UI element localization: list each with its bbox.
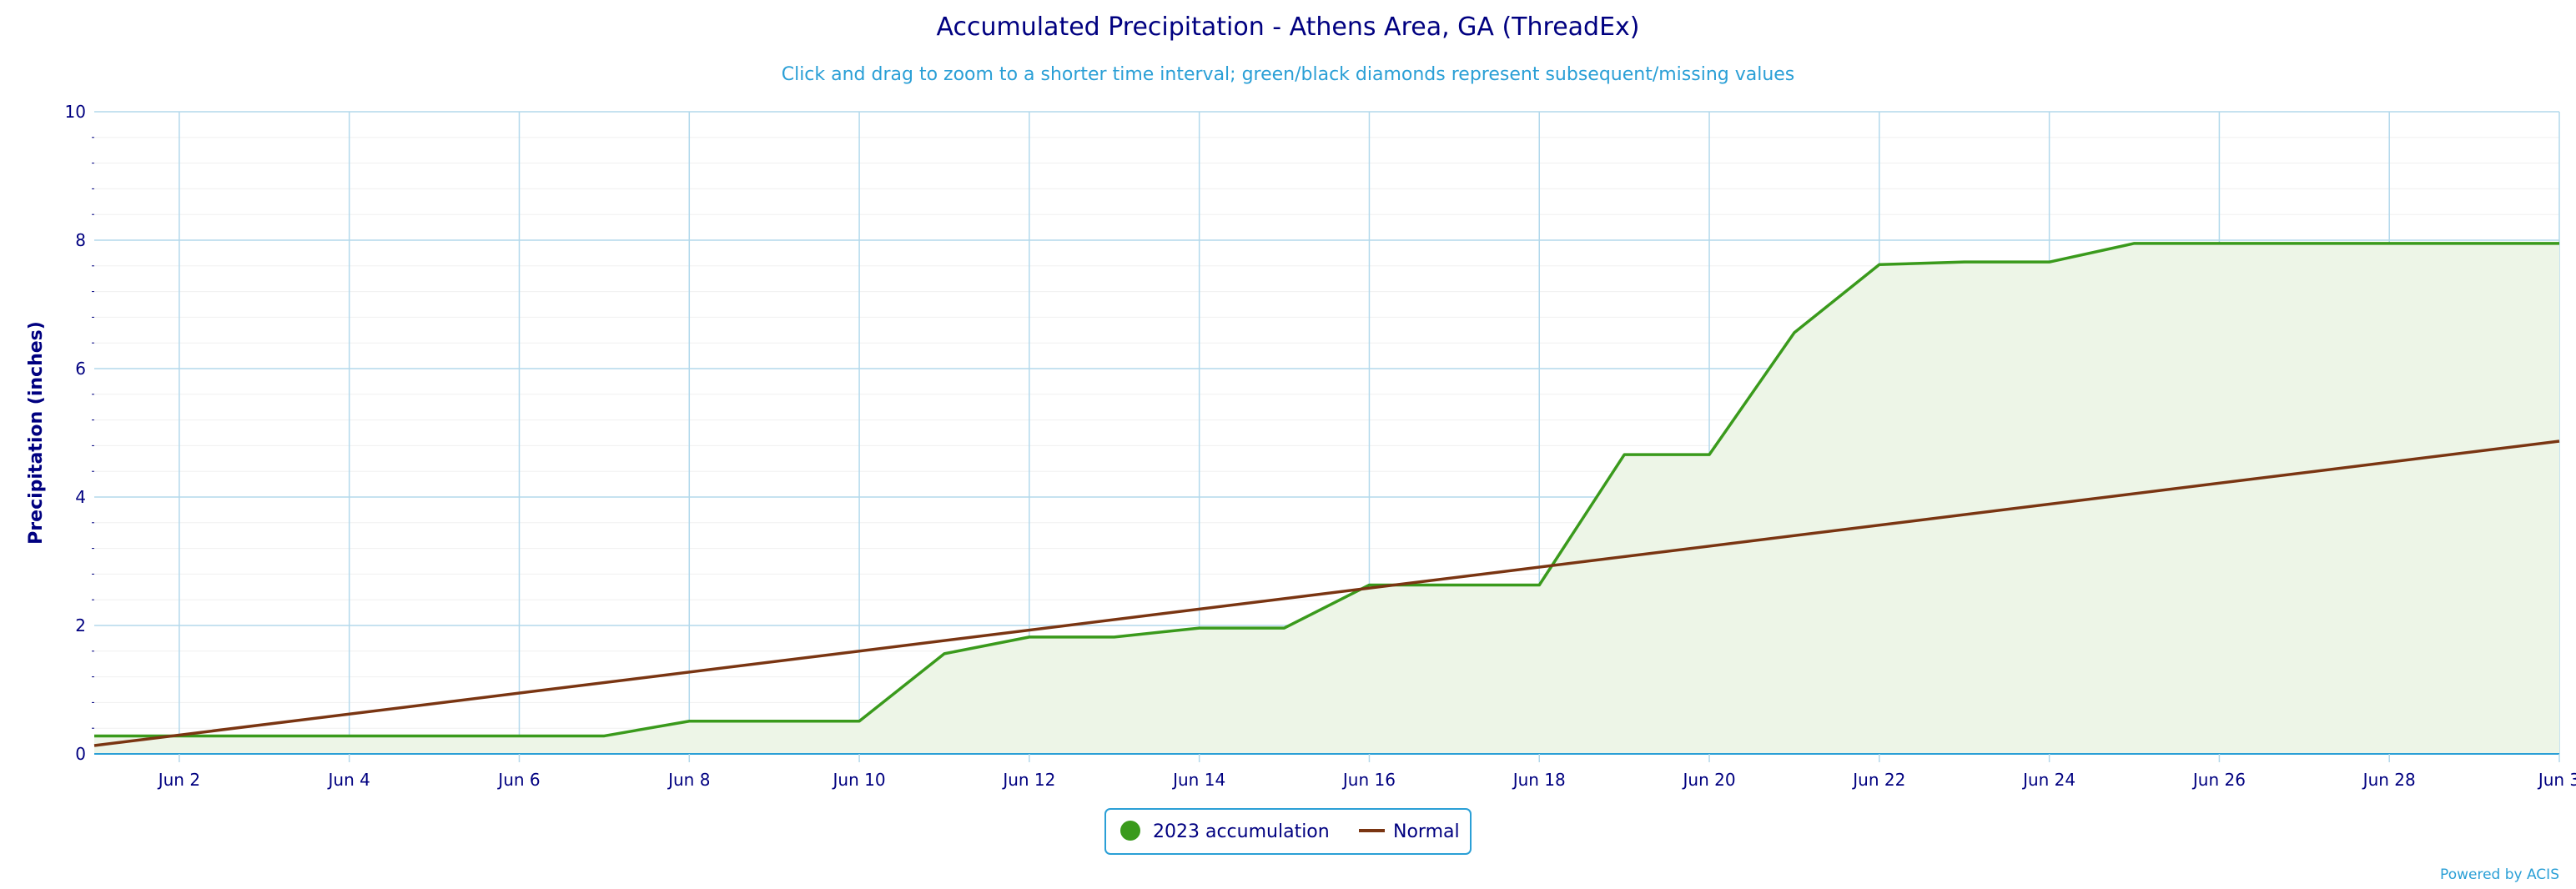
x-tick-label: Jun 28	[2362, 770, 2416, 790]
legend-item-accumulation[interactable]: 2023 accumulation	[1120, 821, 1330, 842]
x-tick-label: Jun 14	[1171, 770, 1225, 790]
x-tick-label: Jun 6	[496, 770, 540, 790]
y-tick-label: 8	[75, 230, 86, 250]
y-axis: 0 2 4 6 8 10	[65, 102, 86, 764]
y-axis-label: Precipitation (inches)	[26, 321, 47, 545]
legend-label-accumulation: 2023 accumulation	[1153, 821, 1330, 842]
legend-label-normal: Normal	[1393, 821, 1460, 842]
y-tick-label: 4	[75, 487, 86, 507]
x-tick-label: Jun 22	[1851, 770, 1905, 790]
series-layer	[93, 242, 2560, 755]
accumulation-marker-icon	[1120, 821, 1140, 841]
chart-title: Accumulated Precipitation - Athens Area,…	[936, 13, 1639, 42]
plot-area[interactable]	[92, 111, 2560, 755]
x-tick-label: Jun 3	[2537, 770, 2576, 790]
x-tick-label: Jun 10	[832, 770, 886, 790]
powered-by-credit[interactable]: Powered by ACIS	[2440, 866, 2559, 883]
x-tick-label: Jun 2	[157, 770, 200, 790]
legend-box	[1104, 808, 1472, 855]
x-tick-label: Jun 20	[1682, 770, 1736, 790]
chart-subtitle: Click and drag to zoom to a shorter time…	[782, 64, 1795, 85]
accumulation-area	[94, 243, 2559, 755]
y-tick-label: 6	[75, 359, 86, 379]
x-tick-label: Jun 26	[2191, 770, 2246, 790]
y-tick-label: 10	[65, 102, 86, 122]
x-tick-label: Jun 18	[1512, 770, 1566, 790]
legend[interactable]: 2023 accumulation Normal	[1104, 808, 1472, 855]
x-tick-label: Jun 8	[667, 770, 710, 790]
x-tick-label: Jun 16	[1341, 770, 1396, 790]
x-tick-label: Jun 12	[1001, 770, 1055, 790]
y-tick-label: 0	[75, 744, 86, 764]
normal-series-line	[93, 439, 2560, 747]
x-axis: Jun 2 Jun 4 Jun 6 Jun 8 Jun 10 Jun 12 Jun 14 Ju…	[157, 754, 2576, 790]
accumulation-series-line	[94, 242, 2559, 738]
x-tick-label: Jun 4	[327, 770, 370, 790]
y-tick-label: 2	[75, 615, 86, 635]
legend-item-normal[interactable]: Normal	[1359, 821, 1460, 842]
x-tick-label: Jun 24	[2021, 770, 2075, 790]
